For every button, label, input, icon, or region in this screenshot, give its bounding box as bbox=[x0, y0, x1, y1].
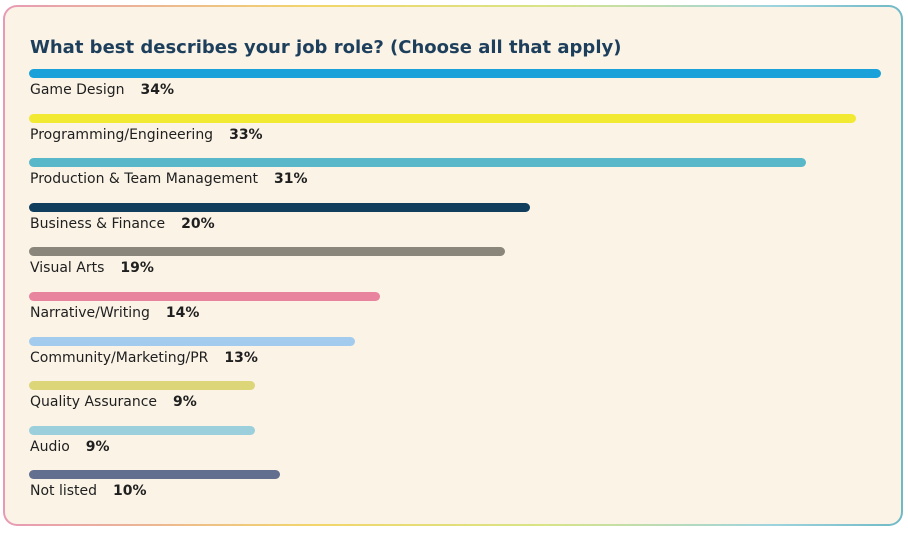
value-label: 10% bbox=[113, 483, 147, 500]
bar-label-row: Programming/Engineering 33% bbox=[30, 127, 263, 143]
category-label: Visual Arts bbox=[30, 260, 105, 277]
value-label: 9% bbox=[173, 394, 197, 411]
value-label: 34% bbox=[140, 82, 174, 98]
value-label: 19% bbox=[120, 260, 154, 277]
category-label: Audio bbox=[30, 438, 70, 455]
bar-label-row: Not listed 10% bbox=[30, 483, 147, 499]
bar-narrative-writing bbox=[29, 292, 380, 301]
category-label: Community/Marketing/PR bbox=[30, 349, 209, 366]
bar-business-finance bbox=[29, 202, 531, 212]
bar-label-row: Visual Arts 19% bbox=[30, 260, 154, 276]
bar-programming-engineering bbox=[29, 113, 856, 123]
category-label: Not listed bbox=[30, 483, 98, 500]
value-label: 14% bbox=[165, 305, 200, 321]
value-label: 9% bbox=[85, 438, 110, 455]
value-label: 31% bbox=[273, 171, 308, 188]
bar-audio bbox=[29, 425, 255, 435]
bar-quality-assurance bbox=[29, 381, 255, 391]
chart-frame: What best describes your job role? (Choo… bbox=[3, 5, 903, 526]
category-label: Quality Assurance bbox=[30, 394, 158, 411]
bar-label-row: Quality Assurance 9% bbox=[30, 394, 197, 410]
bar-label-row: Production & Team Management 31% bbox=[30, 171, 308, 187]
category-label: Business & Finance bbox=[30, 215, 166, 232]
category-label: Narrative/Writing bbox=[30, 305, 150, 321]
chart-title: What best describes your job role? (Choo… bbox=[30, 37, 622, 58]
bar-label-row: Narrative/Writing 14% bbox=[30, 305, 199, 321]
bar-label-row: Audio 9% bbox=[30, 439, 110, 455]
category-label: Programming/Engineering bbox=[30, 126, 214, 143]
bar-label-row: Business & Finance 20% bbox=[30, 216, 215, 232]
value-label: 20% bbox=[181, 215, 215, 232]
category-label: Game Design bbox=[30, 82, 125, 98]
chart-card: What best describes your job role? (Choo… bbox=[5, 7, 901, 524]
bar-label-row: Community/Marketing/PR 13% bbox=[30, 350, 258, 366]
bar-game-design bbox=[29, 69, 881, 78]
bar-label-row: Game Design 34% bbox=[30, 82, 174, 98]
bar-production-team-management bbox=[29, 158, 806, 168]
value-label: 13% bbox=[224, 349, 258, 366]
bar-not-listed bbox=[29, 470, 280, 480]
bar-rows: Game Design 34% Programming/Engineering 33%… bbox=[5, 7, 901, 524]
value-label: 33% bbox=[229, 126, 263, 143]
bar-visual-arts bbox=[29, 247, 506, 257]
bar-community-marketing-pr bbox=[29, 336, 355, 346]
category-label: Production & Team Management bbox=[30, 171, 258, 188]
